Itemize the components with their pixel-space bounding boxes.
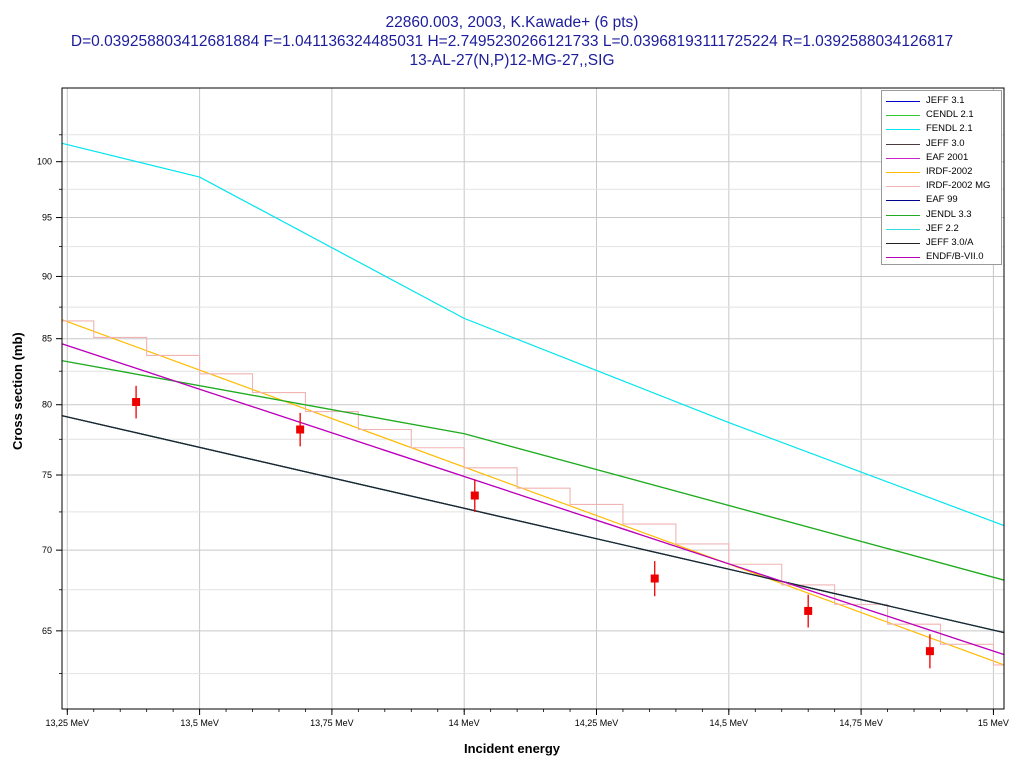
x-tick-label: 13,25 MeV — [46, 718, 90, 728]
x-tick-label: 13,5 MeV — [180, 718, 219, 728]
grid — [62, 88, 1004, 709]
legend-item: IRDF-2002 — [882, 165, 1003, 179]
legend-swatch — [886, 101, 920, 102]
legend-swatch — [886, 143, 920, 145]
data-point — [804, 606, 813, 615]
legend-swatch — [886, 243, 920, 244]
legend-swatch — [886, 228, 920, 230]
legend-label: JEF 2.2 — [926, 222, 959, 234]
y-tick-label: 70 — [42, 545, 52, 555]
series-line-jendl-3-3 — [61, 360, 1005, 581]
legend-item: JEFF 3.0 — [882, 137, 1003, 151]
data-point — [925, 647, 934, 656]
legend-swatch — [886, 214, 920, 216]
legend-item: FENDL 2.1 — [882, 122, 1003, 136]
data-point — [470, 491, 479, 500]
legend-label: JENDL 3.3 — [926, 208, 972, 220]
y-tick-label: 80 — [42, 400, 52, 410]
series-line-fendl-2-1 — [61, 142, 1005, 527]
y-tick-label: 90 — [42, 271, 52, 281]
series-line-jeff-3-0-a — [61, 415, 1005, 634]
chart-title: 22860.003, 2003, K.Kawade+ (6 pts) D=0.0… — [0, 13, 1024, 70]
title-line-3: 13-AL-27(N,P)12-MG-27,,SIG — [409, 52, 615, 69]
legend-item: CENDL 2.1 — [882, 108, 1003, 122]
legend-label: JEFF 3.0/A — [926, 237, 974, 248]
legend-item: JEFF 3.0/A — [882, 236, 1003, 250]
legend-label: CENDL 2.1 — [926, 109, 974, 121]
legend-swatch — [886, 115, 920, 117]
plot-frame — [61, 87, 1005, 710]
y-tick-label: 95 — [42, 213, 52, 223]
legend-swatch — [886, 257, 920, 259]
y-axis-label: Cross section (mb) — [10, 332, 25, 450]
legend-item: IRDF-2002 MG — [882, 179, 1003, 193]
legend-swatch — [886, 200, 920, 202]
data-point — [296, 425, 305, 434]
x-tick-label: 14 MeV — [449, 718, 480, 728]
series-line-irdf-2002 — [61, 319, 1005, 666]
legend-swatch — [886, 172, 920, 173]
y-axis: 65 70 75 80 85 90 95 100 — [37, 134, 62, 674]
y-tick-label: 85 — [42, 334, 52, 344]
x-tick-label: 14,25 MeV — [575, 718, 619, 728]
y-tick-label: 65 — [42, 626, 52, 636]
data-point — [650, 574, 659, 583]
legend-label: FENDL 2.1 — [926, 123, 973, 135]
x-axis: 13,25 MeV 13,5 MeV 13,75 MeV 14 MeV 14,25 Me… — [46, 709, 1009, 728]
legend-label: EAF 2001 — [926, 151, 969, 163]
legend-swatch — [886, 129, 920, 131]
x-tick-label: 15 MeV — [978, 718, 1009, 728]
legend-item: EAF 99 — [882, 193, 1003, 207]
x-axis-label: Incident energy — [463, 741, 561, 756]
data-point — [132, 397, 141, 406]
title-line-1: 22860.003, 2003, K.Kawade+ (6 pts) — [385, 14, 639, 31]
legend: JEFF 3.1 CENDL 2.1 FENDL 2.1 JEFF 3.0 EAF 20… — [881, 90, 1002, 265]
legend-label: IRDF-2002 MG — [926, 180, 991, 192]
series-line-endf-b-vii-0 — [61, 343, 1005, 656]
legend-label: EAF 99 — [926, 194, 958, 206]
legend-label: ENDF/B-VII.0 — [926, 251, 984, 263]
plot-border — [61, 87, 1005, 710]
x-tick-label: 13,75 MeV — [310, 718, 354, 728]
legend-swatch — [886, 186, 920, 188]
series-line-irdf-2002-mg — [62, 320, 1004, 666]
y-tick-label: 100 — [37, 157, 52, 167]
y-tick-label: 75 — [42, 470, 52, 480]
legend-item: EAF 2001 — [882, 151, 1003, 165]
legend-item: JEF 2.2 — [882, 222, 1003, 236]
x-tick-label: 14,75 MeV — [839, 718, 883, 728]
title-line-2: D=0.039258803412681884 F=1.0411363244850… — [70, 33, 954, 50]
x-tick-label: 14,5 MeV — [710, 718, 749, 728]
experimental-points — [132, 385, 934, 669]
legend-item: ENDF/B-VII.0 — [882, 250, 1003, 264]
legend-item: JEFF 3.1 — [882, 94, 1003, 108]
legend-label: JEFF 3.0 — [926, 137, 965, 149]
legend-label: IRDF-2002 — [926, 166, 973, 177]
series-lines — [61, 142, 1005, 666]
series-line-cendl-2-1 — [61, 360, 1005, 581]
legend-swatch — [886, 157, 920, 159]
legend-label: JEFF 3.1 — [926, 95, 965, 106]
legend-item: JENDL 3.3 — [882, 208, 1003, 222]
